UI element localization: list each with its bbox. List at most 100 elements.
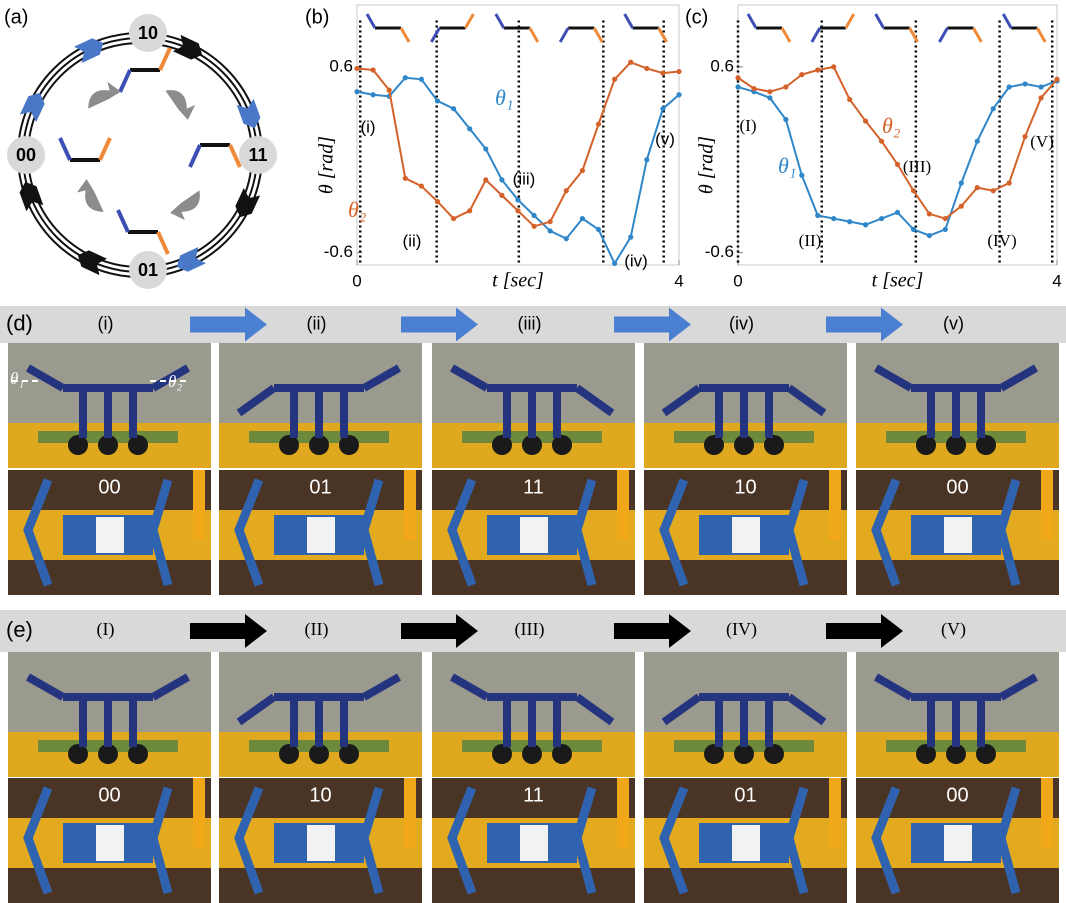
series-label: θ₂ bbox=[348, 197, 367, 222]
plot-frame bbox=[356, 4, 680, 266]
event-label: (I) bbox=[740, 116, 757, 135]
photo-robot bbox=[236, 673, 401, 747]
data-point bbox=[958, 180, 964, 186]
data-point bbox=[894, 161, 901, 168]
panel-label: (c) bbox=[685, 6, 708, 28]
photo-wheel bbox=[522, 435, 542, 455]
photo-wheel bbox=[98, 435, 118, 455]
photo-wheel bbox=[916, 435, 936, 455]
data-point bbox=[1006, 84, 1012, 90]
photo-wheel bbox=[339, 435, 359, 455]
state-label: 00 bbox=[16, 145, 36, 165]
data-point bbox=[926, 211, 933, 217]
data-point bbox=[434, 198, 441, 205]
icon-right bbox=[780, 27, 792, 43]
y-tick-label: 0.6 bbox=[710, 56, 734, 75]
data-point bbox=[910, 188, 917, 194]
icon-right bbox=[156, 231, 170, 255]
state-schematic bbox=[1001, 13, 1047, 43]
state-schematic bbox=[938, 26, 983, 43]
ring-arrow bbox=[236, 98, 261, 129]
photo-wheel bbox=[279, 435, 299, 455]
photo-post bbox=[617, 470, 629, 540]
state-label: 10 bbox=[138, 23, 158, 43]
photo-wheel bbox=[68, 435, 88, 455]
data-point bbox=[644, 157, 650, 163]
state-code: 11 bbox=[523, 476, 544, 498]
transition-arrow bbox=[165, 90, 196, 120]
data-point bbox=[974, 138, 980, 144]
step-arrow bbox=[401, 307, 478, 342]
data-point bbox=[974, 185, 980, 191]
photo-wheel bbox=[552, 744, 572, 764]
data-point bbox=[894, 209, 901, 215]
data-point bbox=[579, 215, 586, 222]
step-arrow bbox=[401, 614, 478, 648]
data-point bbox=[751, 85, 757, 92]
data-point bbox=[467, 208, 473, 214]
y-tick-label: 0.6 bbox=[329, 56, 353, 75]
data-point bbox=[1006, 180, 1012, 186]
data-point bbox=[878, 138, 885, 144]
photo-post bbox=[193, 470, 205, 540]
data-point bbox=[354, 89, 360, 95]
photo-post bbox=[617, 778, 629, 848]
data-point bbox=[847, 219, 853, 225]
icon-left bbox=[623, 13, 634, 29]
data-point bbox=[370, 92, 376, 98]
state-schematic bbox=[623, 13, 668, 43]
data-point bbox=[418, 183, 424, 189]
icon-left bbox=[365, 13, 377, 29]
x-tick-label: 0 bbox=[733, 271, 742, 290]
icon-left bbox=[494, 13, 506, 29]
data-point bbox=[958, 203, 964, 209]
ring-arrow bbox=[77, 250, 108, 276]
data-point bbox=[735, 75, 741, 81]
stage-label: (IV) bbox=[726, 619, 757, 640]
x-tick-label: 0 bbox=[352, 271, 361, 290]
panel-label: (e) bbox=[6, 617, 33, 642]
photo-wheel bbox=[309, 744, 329, 764]
state-schematic bbox=[810, 13, 856, 43]
state-code: 00 bbox=[946, 476, 968, 498]
stage-label: (iv) bbox=[729, 313, 754, 333]
data-point bbox=[799, 172, 805, 178]
photo-card bbox=[732, 825, 760, 861]
event-label: (v) bbox=[655, 129, 675, 148]
photo-wheel bbox=[522, 744, 542, 764]
data-point bbox=[402, 75, 408, 81]
photo-card bbox=[520, 517, 548, 553]
photo-wheel bbox=[128, 744, 148, 764]
photo-robot bbox=[26, 364, 190, 438]
data-point bbox=[1038, 95, 1044, 101]
state-code: 01 bbox=[309, 476, 331, 498]
event-label: (II) bbox=[799, 231, 822, 250]
data-point bbox=[831, 215, 837, 222]
y-tick-label: -0.6 bbox=[324, 242, 353, 261]
data-point bbox=[990, 188, 996, 194]
data-point bbox=[815, 67, 821, 73]
photo-robot bbox=[26, 673, 190, 747]
data-point bbox=[434, 98, 441, 104]
step-arrow bbox=[190, 614, 267, 648]
photo-card bbox=[307, 825, 335, 861]
ring-arrow bbox=[172, 34, 203, 60]
data-point bbox=[660, 106, 666, 112]
event-label: (i) bbox=[360, 117, 375, 136]
data-point bbox=[515, 197, 521, 203]
state-schematic bbox=[365, 13, 411, 43]
y-axis-label: θ [rad] bbox=[696, 136, 718, 194]
data-point bbox=[942, 215, 948, 222]
data-point bbox=[676, 68, 682, 75]
photo-wheel bbox=[976, 744, 996, 764]
data-point bbox=[595, 121, 602, 127]
photo-wheel bbox=[976, 435, 996, 455]
stage-label: (iii) bbox=[518, 313, 542, 333]
data-point bbox=[531, 212, 537, 219]
photo-robot bbox=[236, 364, 401, 438]
step-arrow bbox=[826, 307, 903, 342]
state-label: 01 bbox=[138, 260, 158, 280]
data-point bbox=[418, 76, 424, 82]
photo-post bbox=[1041, 470, 1053, 540]
state-schematic bbox=[558, 26, 604, 43]
